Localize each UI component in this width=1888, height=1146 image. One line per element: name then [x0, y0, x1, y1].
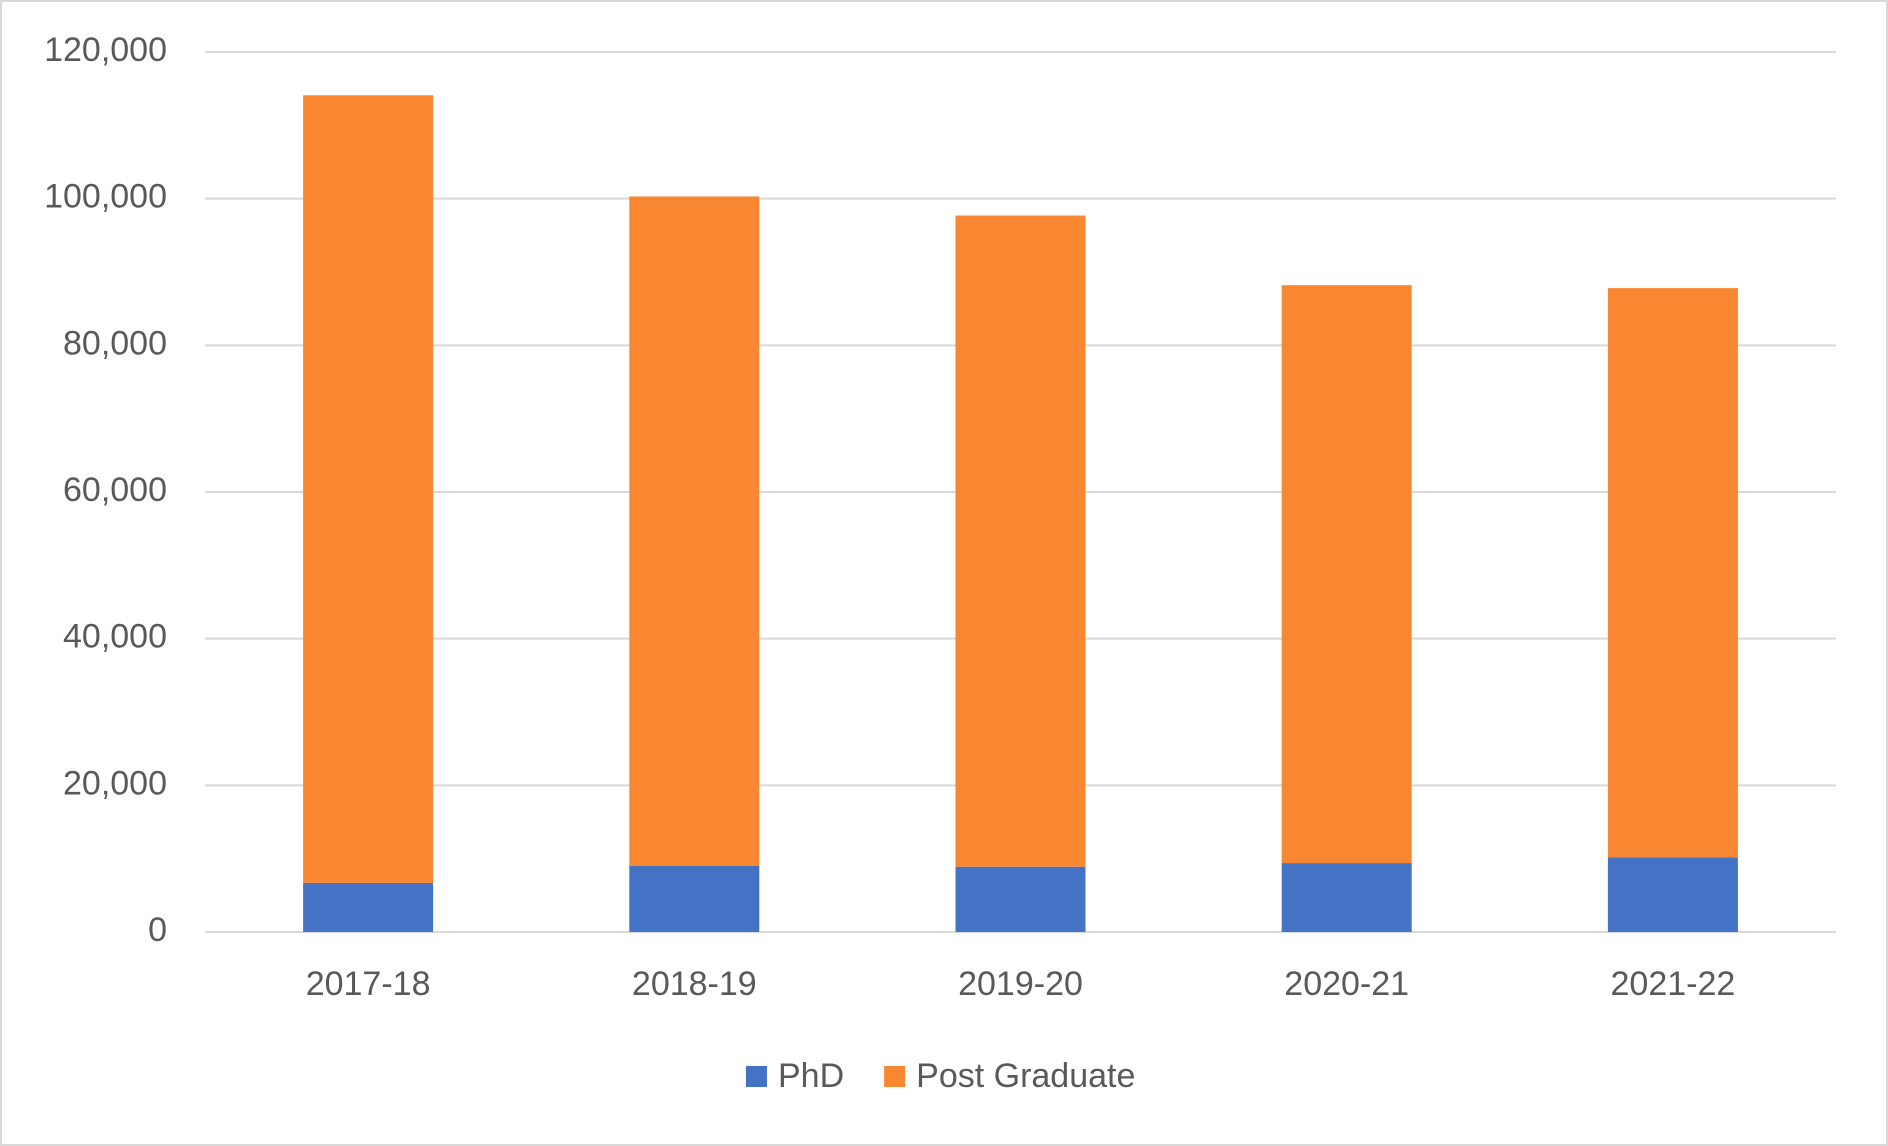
y-tick-label: 80,000	[63, 324, 167, 362]
bar-segment	[629, 866, 760, 932]
bar-segment	[1607, 288, 1738, 858]
y-tick-label: 100,000	[44, 178, 167, 216]
bar-segment	[1607, 857, 1738, 932]
bar-segment	[1281, 863, 1412, 932]
y-tick-label: 60,000	[63, 471, 167, 509]
bar-segment	[955, 866, 1086, 932]
y-tick-label: 20,000	[63, 764, 167, 802]
y-tick-label: 0	[148, 911, 167, 949]
legend-swatch	[884, 1066, 906, 1087]
x-tick-label: 2020-21	[1284, 965, 1409, 1003]
x-tick-label: 2018-19	[632, 965, 757, 1003]
x-tick-label: 2021-22	[1611, 965, 1736, 1003]
y-tick-label: 120,000	[44, 31, 167, 69]
x-tick-label: 2019-20	[958, 965, 1083, 1003]
legend-label: PhD	[778, 1057, 844, 1095]
y-tick-label: 40,000	[63, 618, 167, 656]
legend-label: Post Graduate	[916, 1057, 1135, 1095]
bar-segment	[629, 196, 760, 866]
bar-segment	[303, 882, 434, 932]
bar-segment	[955, 215, 1086, 867]
legend-swatch	[746, 1066, 767, 1087]
bar-segment	[1281, 285, 1412, 864]
x-tick-label: 2017-18	[306, 965, 431, 1003]
bar-segment	[303, 95, 434, 883]
